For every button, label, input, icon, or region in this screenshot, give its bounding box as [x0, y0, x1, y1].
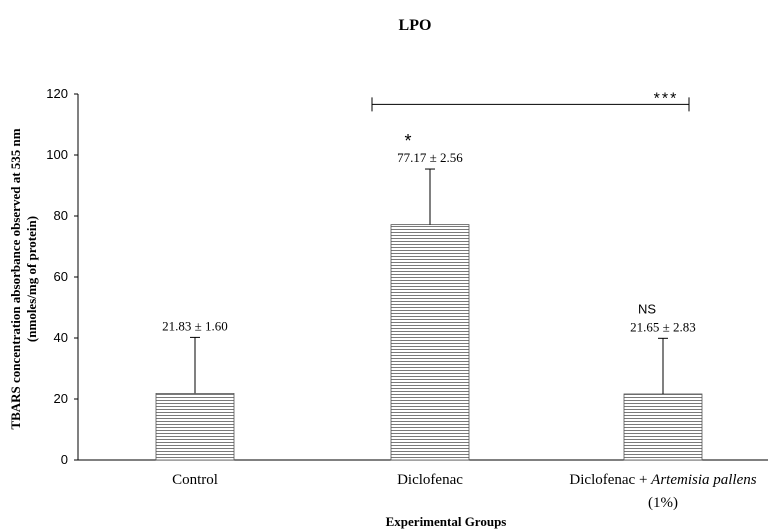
bracket-label: *** — [654, 90, 679, 107]
x-tick-label-line2: (1%) — [648, 495, 678, 511]
bar — [155, 393, 235, 461]
bar — [390, 224, 470, 461]
significance-marker: NS — [638, 301, 656, 316]
x-tick-label: Diclofenac + Artemisia pallens — [569, 472, 756, 488]
x-axis-label: Experimental Groups — [386, 514, 507, 529]
chart-title: LPO — [399, 17, 432, 34]
significance-marker: * — [404, 131, 411, 151]
y-tick-label: 60 — [54, 269, 68, 284]
x-tick-label: Control — [172, 472, 218, 488]
y-axis-label-line1: TBARS concentration absorbance observed … — [8, 128, 23, 429]
data-label: 21.83 ± 1.60 — [162, 318, 228, 333]
y-tick-label: 100 — [46, 147, 68, 162]
y-axis-ticks: 0 20 40 60 80 100 120 — [46, 86, 78, 467]
y-axis-label: TBARS concentration absorbance observed … — [8, 128, 39, 429]
y-tick-label: 20 — [54, 391, 68, 406]
x-tick-label: Diclofenac — [397, 472, 463, 488]
x-axis-category-labels: Control Diclofenac Diclofenac + Artemisia … — [172, 472, 757, 511]
y-tick-label: 40 — [54, 330, 68, 345]
bars: 21.83 ± 1.60 77.17 ± 2.56* 21.65 ± 2.83 NS — [155, 131, 703, 461]
bar — [623, 393, 703, 461]
y-axis-label-line2: (nmoles/mg of protein) — [24, 216, 39, 342]
significance-bracket: *** — [371, 90, 690, 112]
y-tick-label: 80 — [54, 208, 68, 223]
data-label: 21.65 ± 2.83 — [630, 319, 696, 334]
data-label: 77.17 ± 2.56 — [397, 150, 463, 165]
y-tick-label: 120 — [46, 86, 68, 101]
y-tick-label: 0 — [61, 452, 68, 467]
